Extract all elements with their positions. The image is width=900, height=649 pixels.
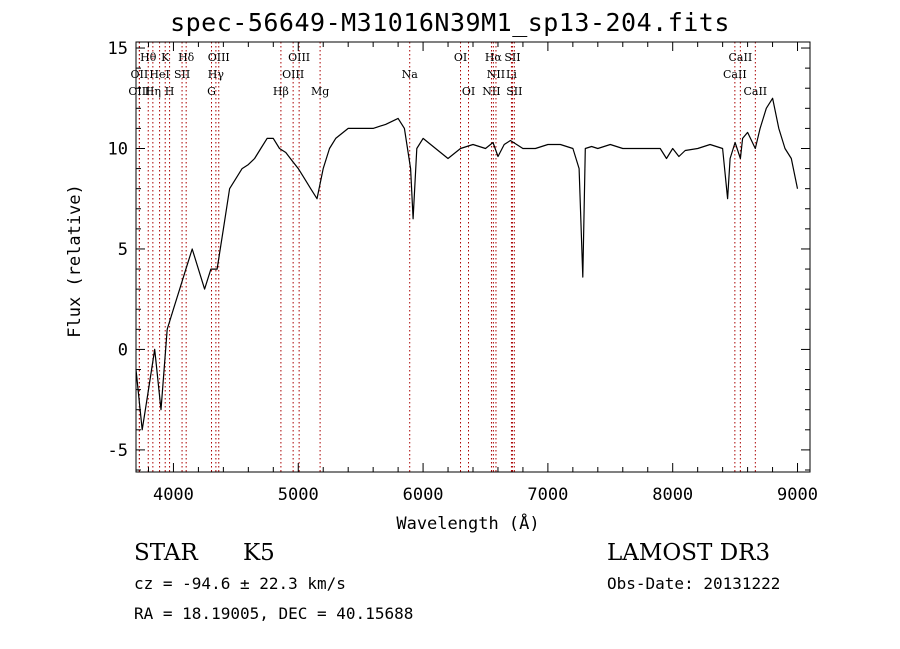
- x-tick-label: 8000: [652, 485, 693, 505]
- marker-label: CaII: [723, 68, 747, 81]
- marker-label: SII: [174, 68, 190, 81]
- y-tick-label: 5: [118, 240, 128, 260]
- marker-label: SII: [504, 51, 520, 64]
- y-axis-label: Flux (relative): [65, 184, 85, 338]
- plot-frame: [135, 41, 811, 473]
- y-tick-label: 0: [118, 340, 128, 360]
- marker-label: OIII: [208, 51, 230, 64]
- marker-label: SII: [506, 85, 522, 98]
- spectral-marker-lines: [138, 42, 756, 472]
- marker-label: H: [165, 85, 175, 98]
- marker-label: Hγ: [208, 68, 225, 81]
- marker-label: OIII: [128, 85, 150, 98]
- object-class: STAR: [134, 540, 198, 566]
- marker-label: Mg: [311, 85, 329, 98]
- marker-label: Na: [402, 68, 419, 81]
- marker-label: OIII: [282, 68, 304, 81]
- x-axis: 4000 5000 6000 7000 8000 9000: [147, 42, 818, 505]
- marker-label: NII: [482, 85, 500, 98]
- marker-label: OII: [131, 68, 149, 81]
- y-tick-label: 15: [108, 39, 128, 59]
- x-tick-label: 7000: [527, 485, 568, 505]
- obs-date-text: Obs-Date: 20131222: [607, 574, 781, 593]
- marker-label: HeI: [149, 68, 169, 81]
- x-tick-label: 4000: [153, 485, 194, 505]
- y-tick-label: 10: [108, 139, 128, 159]
- x-tick-label: 9000: [777, 485, 818, 505]
- y-tick-label: -5: [108, 441, 128, 461]
- x-tick-label: 5000: [278, 485, 319, 505]
- marker-label: OI: [462, 85, 475, 98]
- redshift-text: cz = -94.6 ± 22.3 km/s: [134, 574, 346, 593]
- object-subclass: K5: [243, 540, 275, 566]
- spectrum-line: [135, 97, 799, 431]
- chart-title: spec-56649-M31016N39M1_sp13-204.fits: [170, 8, 730, 37]
- marker-label: OIII: [288, 51, 310, 64]
- marker-label: Li: [506, 68, 517, 81]
- marker-label: Hη: [145, 85, 161, 98]
- coordinates-text: RA = 18.19005, DEC = 40.15688: [134, 604, 414, 623]
- marker-label: NII: [487, 68, 505, 81]
- marker-label: Hδ: [178, 51, 195, 64]
- marker-label: CaII: [729, 51, 753, 64]
- spectrum-series: [135, 97, 799, 431]
- marker-label: OI: [454, 51, 467, 64]
- marker-label: G: [207, 85, 216, 98]
- survey-name: LAMOST DR3: [607, 540, 771, 566]
- marker-label: Hθ: [140, 51, 157, 64]
- marker-label: Hβ: [273, 85, 289, 98]
- x-tick-label: 6000: [403, 485, 444, 505]
- marker-label: Hα: [485, 51, 503, 64]
- x-axis-label: Wavelength (Å): [396, 512, 539, 534]
- marker-label: CaII: [743, 85, 767, 98]
- y-axis: -5 0 5 10 15: [108, 39, 810, 471]
- marker-label: K: [161, 51, 170, 64]
